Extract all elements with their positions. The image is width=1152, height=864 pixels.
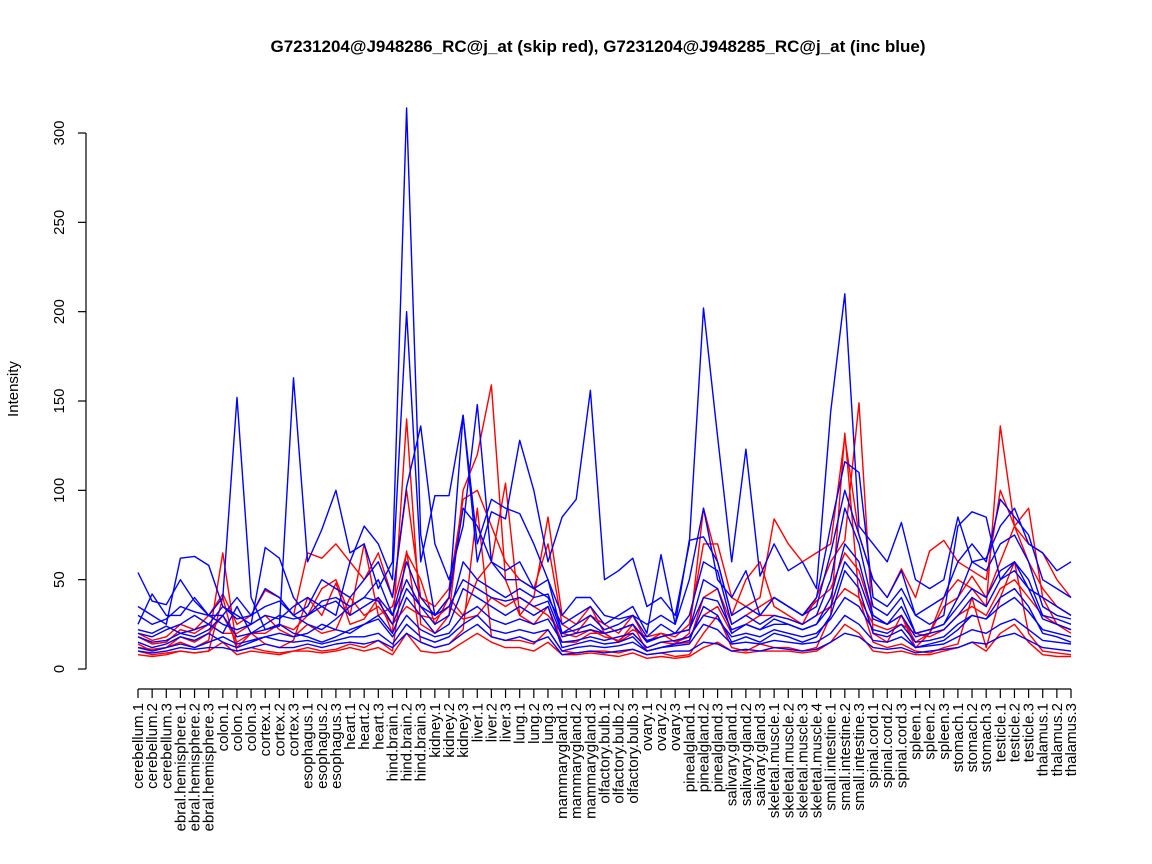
y-tick-label: 100 xyxy=(51,478,68,503)
x-tick-label: kidney.1 xyxy=(427,703,444,758)
series-line-skip-6 xyxy=(137,623,1071,659)
x-tick-label: ebral.hemisphere.1 xyxy=(172,703,189,831)
x-tick-label: esophagus.1 xyxy=(300,703,317,789)
x-tick-label: thalamus.1 xyxy=(1035,703,1052,776)
x-tick-label: small.intestine.1 xyxy=(823,703,840,811)
y-tick-label: 50 xyxy=(51,571,68,588)
y-tick-label: 250 xyxy=(51,210,68,235)
x-tick-label: thalamus.3 xyxy=(1063,703,1080,776)
x-tick-label: skeletal.muscle.1 xyxy=(766,703,783,818)
series-line-inc-9 xyxy=(137,403,1072,634)
x-tick-label: small.intestine.3 xyxy=(851,703,868,811)
chart-title: G7231204@J948286_RC@j_at (skip red), G72… xyxy=(270,37,925,56)
x-tick-label: olfactory.bulb.1 xyxy=(597,703,614,804)
x-tick-label: salivary.gland.1 xyxy=(724,703,741,806)
x-tick-label: lung.2 xyxy=(526,703,543,744)
x-tick-label: heart.3 xyxy=(370,703,387,750)
x-tick-label: liver.2 xyxy=(483,703,500,742)
x-tick-label: spleen.3 xyxy=(936,703,953,760)
series-line-inc-16 xyxy=(137,614,1072,652)
x-tick-label: ebral.hemisphere.3 xyxy=(201,703,218,831)
x-tick-label: stomach.1 xyxy=(950,703,967,772)
x-tick-label: heart.1 xyxy=(342,703,359,750)
x-tick-label: cortex.2 xyxy=(271,703,288,756)
x-tick-label: spinal.cord.1 xyxy=(865,703,882,788)
x-tick-label: pinealgland.1 xyxy=(681,703,698,792)
x-tick-label: liver.3 xyxy=(498,703,515,742)
x-tick-label: spinal.cord.3 xyxy=(893,703,910,788)
x-tick-label: cerebellum.3 xyxy=(158,703,175,789)
y-axis: 0 50 100 150 200 250 300 xyxy=(51,120,87,673)
x-tick-label: hind.brain.1 xyxy=(384,703,401,781)
x-tick-label: ovary.1 xyxy=(639,703,656,751)
x-tick-label: olfactory.bulb.2 xyxy=(611,703,628,804)
x-tick-label: thalamus.2 xyxy=(1049,703,1066,776)
x-axis: cerebellum.1cerebellum.2cerebellum.3ebra… xyxy=(130,688,1080,831)
series-line-skip-3 xyxy=(137,436,1072,643)
x-tick-label: salivary.gland.2 xyxy=(738,703,755,806)
x-tick-label: kidney.2 xyxy=(441,703,458,758)
y-tick-label: 200 xyxy=(51,299,68,324)
x-tick-label: small.intestine.2 xyxy=(837,703,854,811)
x-tick-label: cortex.3 xyxy=(286,703,303,756)
series-line-inc-11 xyxy=(137,570,1072,652)
x-tick-label: esophagus.3 xyxy=(328,703,345,789)
x-tick-label: mammarygland.3 xyxy=(582,703,599,819)
x-tick-label: spleen.2 xyxy=(922,703,939,760)
y-tick-label: 0 xyxy=(51,665,68,673)
x-tick-label: skeletal.muscle.3 xyxy=(794,703,811,818)
series-line-skip-2 xyxy=(137,384,1072,652)
x-tick-label: pinealgland.2 xyxy=(695,703,712,792)
x-tick-label: spinal.cord.2 xyxy=(879,703,896,788)
series-layer xyxy=(137,107,1072,659)
y-tick-label: 300 xyxy=(51,120,68,145)
y-tick-label: 150 xyxy=(51,388,68,413)
x-tick-label: cerebellum.2 xyxy=(144,703,161,789)
series-line-inc-15 xyxy=(137,561,1072,642)
x-tick-label: colon.1 xyxy=(215,703,232,751)
y-axis-label: Intensity xyxy=(5,361,22,417)
x-tick-label: cortex.1 xyxy=(257,703,274,756)
x-tick-label: kidney.3 xyxy=(455,703,472,758)
series-line-inc-14 xyxy=(137,623,1072,656)
x-tick-label: stomach.2 xyxy=(964,703,981,772)
x-tick-label: liver.1 xyxy=(469,703,486,742)
x-tick-label: hind.brain.2 xyxy=(399,703,416,781)
x-tick-label: mammarygland.2 xyxy=(568,703,585,819)
x-tick-label: spleen.1 xyxy=(908,703,925,760)
x-tick-label: mammarygland.1 xyxy=(554,703,571,819)
x-tick-label: lung.3 xyxy=(540,703,557,744)
x-tick-label: esophagus.2 xyxy=(314,703,331,789)
x-tick-label: skeletal.muscle.2 xyxy=(780,703,797,818)
x-tick-label: salivary.gland.3 xyxy=(752,703,769,806)
x-tick-label: lung.1 xyxy=(512,703,529,744)
x-tick-label: ovary.2 xyxy=(653,703,670,751)
x-tick-label: testicle.3 xyxy=(1021,703,1038,762)
x-tick-label: skeletal.muscle.4 xyxy=(809,703,826,818)
x-tick-label: testicle.2 xyxy=(1006,703,1023,762)
series-line-inc-7 xyxy=(137,107,1072,631)
x-tick-label: olfactory.bulb.3 xyxy=(625,703,642,804)
x-tick-label: colon.2 xyxy=(229,703,246,751)
x-tick-label: testicle.1 xyxy=(992,703,1009,762)
x-tick-label: hind.brain.3 xyxy=(413,703,430,781)
x-tick-label: heart.2 xyxy=(356,703,373,750)
x-tick-label: cerebellum.1 xyxy=(130,703,147,789)
x-tick-label: ebral.hemisphere.2 xyxy=(187,703,204,831)
series-line-inc-13 xyxy=(137,596,1072,649)
x-tick-label: stomach.3 xyxy=(978,703,995,772)
x-tick-label: pinealgland.3 xyxy=(710,703,727,792)
x-tick-label: ovary.3 xyxy=(667,703,684,751)
x-tick-label: colon.3 xyxy=(243,703,260,751)
